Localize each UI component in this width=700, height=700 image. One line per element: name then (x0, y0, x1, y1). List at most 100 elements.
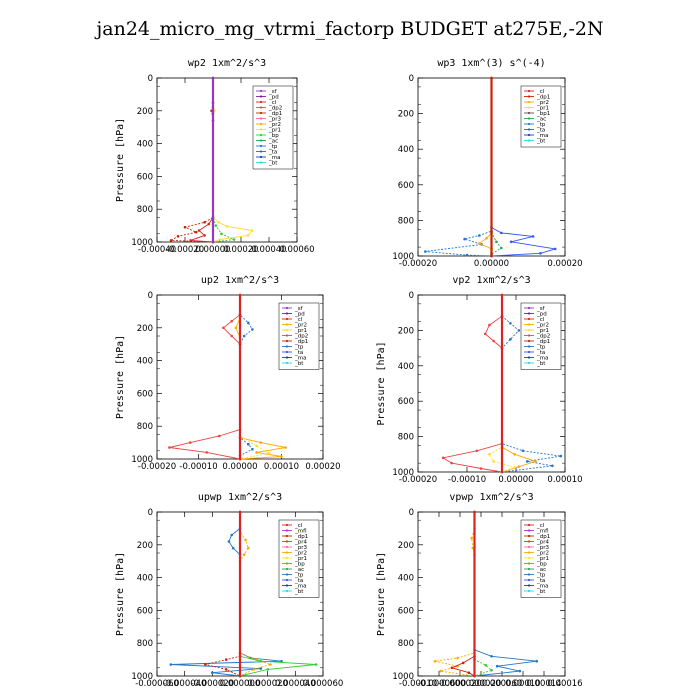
panel-1: wp2 1xm^2/s^3 Pressure [hPa] 0 200 400 600 800… (115, 58, 315, 255)
y-axis-label: Pressure [hPa] (376, 552, 387, 636)
data-point (203, 234, 206, 237)
panel-5: upwp 1xm^2/s^3 Pressure [hPa] 0 200 400 600 80… (115, 492, 343, 689)
legend-marker (527, 562, 531, 565)
legend-entry: _sf (268, 89, 278, 95)
legend-entry: _bp (268, 133, 279, 139)
legend-marker (285, 584, 289, 587)
legend-entry: _bt (536, 589, 546, 595)
legend-entry: _ma (536, 356, 548, 362)
legend-entry: _dp1 (536, 534, 550, 540)
data-point (484, 664, 488, 667)
legend-marker (285, 345, 289, 348)
data-point (242, 553, 246, 556)
y-tick-label: 1000 (131, 238, 153, 248)
legend-marker (527, 133, 531, 137)
plot-frame (417, 511, 566, 677)
data-point (188, 441, 192, 444)
data-point (251, 328, 254, 331)
y-axis-label: Pressure [hPa] (115, 335, 126, 419)
legend-marker (259, 122, 263, 126)
y-tick-label: 200 (137, 324, 153, 334)
data-point (255, 451, 258, 454)
data-point (169, 663, 173, 666)
legend-marker (259, 106, 263, 109)
data-point (244, 538, 247, 542)
legend-marker (285, 328, 289, 332)
data-point (259, 667, 263, 670)
x-tick-label: 0.00020 (547, 259, 582, 269)
legend-entry: _pr2 (536, 323, 549, 329)
legend-marker (285, 312, 289, 315)
legend-marker (527, 122, 531, 126)
legend-entry: _ta (536, 578, 545, 584)
series-line (212, 78, 254, 243)
legend-marker (527, 306, 531, 310)
legend-marker (285, 562, 289, 565)
series-line (239, 295, 254, 459)
data-point (238, 510, 242, 514)
data-point (465, 253, 469, 257)
panel-title: wp3 1xm^(3) s^(-4) (437, 58, 545, 69)
legend-entry: _bp1 (536, 111, 550, 117)
legend-marker (527, 534, 531, 538)
data-point (168, 446, 171, 449)
data-point (424, 250, 427, 253)
data-point (169, 239, 173, 242)
y-tick-label: 600 (137, 389, 153, 399)
y-axis-label: Pressure [hPa] (115, 118, 126, 202)
legend-marker (527, 350, 531, 354)
legend-entry: _tp (268, 144, 278, 150)
data-point (224, 658, 228, 661)
x-tick-label: 0.00014 (526, 679, 561, 689)
data-point (473, 510, 476, 514)
legend-entry: _cl (536, 317, 545, 323)
data-point (463, 237, 466, 241)
legend-box (278, 302, 320, 370)
legend-marker (285, 567, 289, 571)
data-point (490, 669, 493, 672)
data-point (488, 453, 491, 456)
legend-entry: _ta (294, 350, 303, 356)
data-point (509, 322, 512, 325)
legend-entry: _pr4 (294, 540, 308, 546)
legend-entry: _pr3 (268, 117, 282, 123)
x-tick-label: -0.00020 (399, 259, 437, 269)
legend-marker (527, 95, 531, 98)
x-tick-label: -0.000040 (163, 679, 207, 689)
legend-marker (285, 523, 289, 527)
y-tick-label: 1000 (131, 455, 153, 465)
legend-marker (259, 117, 263, 120)
data-point (284, 446, 287, 449)
x-tick-label: -0.000060 (135, 679, 179, 689)
data-point (227, 540, 231, 543)
data-point (467, 671, 471, 674)
x-tick-label: 0.00060 (279, 245, 314, 255)
data-point (205, 451, 209, 454)
data-point (531, 235, 535, 238)
data-point (500, 231, 503, 235)
legend-marker (285, 339, 289, 343)
legend-entry: _ta (536, 128, 545, 134)
data-point (517, 329, 521, 332)
y-tick-label: 0 (148, 508, 153, 518)
legend-marker (527, 540, 531, 543)
series-line (169, 78, 214, 243)
legend-entry: _tp (536, 573, 546, 579)
data-point (211, 240, 215, 244)
legend-entry: _cl (536, 89, 545, 95)
legend-marker (285, 529, 289, 532)
data-point (259, 441, 263, 444)
data-point (247, 321, 250, 325)
series-line (478, 78, 492, 256)
x-tick-label: -0.00010 (179, 462, 217, 472)
legend-entry: _pr4 (536, 540, 550, 546)
data-point (225, 225, 229, 228)
y-tick-label: 1000 (131, 672, 153, 682)
y-axis-label: Pressure [hPa] (115, 552, 126, 636)
data-point (479, 467, 483, 470)
x-tick-label: 0.00000 (498, 475, 533, 485)
x-tick-label: 0.000020 (461, 679, 502, 689)
y-tick-label: 1000 (392, 468, 414, 478)
data-point (509, 240, 513, 244)
legend-entry: _tp (536, 345, 546, 351)
